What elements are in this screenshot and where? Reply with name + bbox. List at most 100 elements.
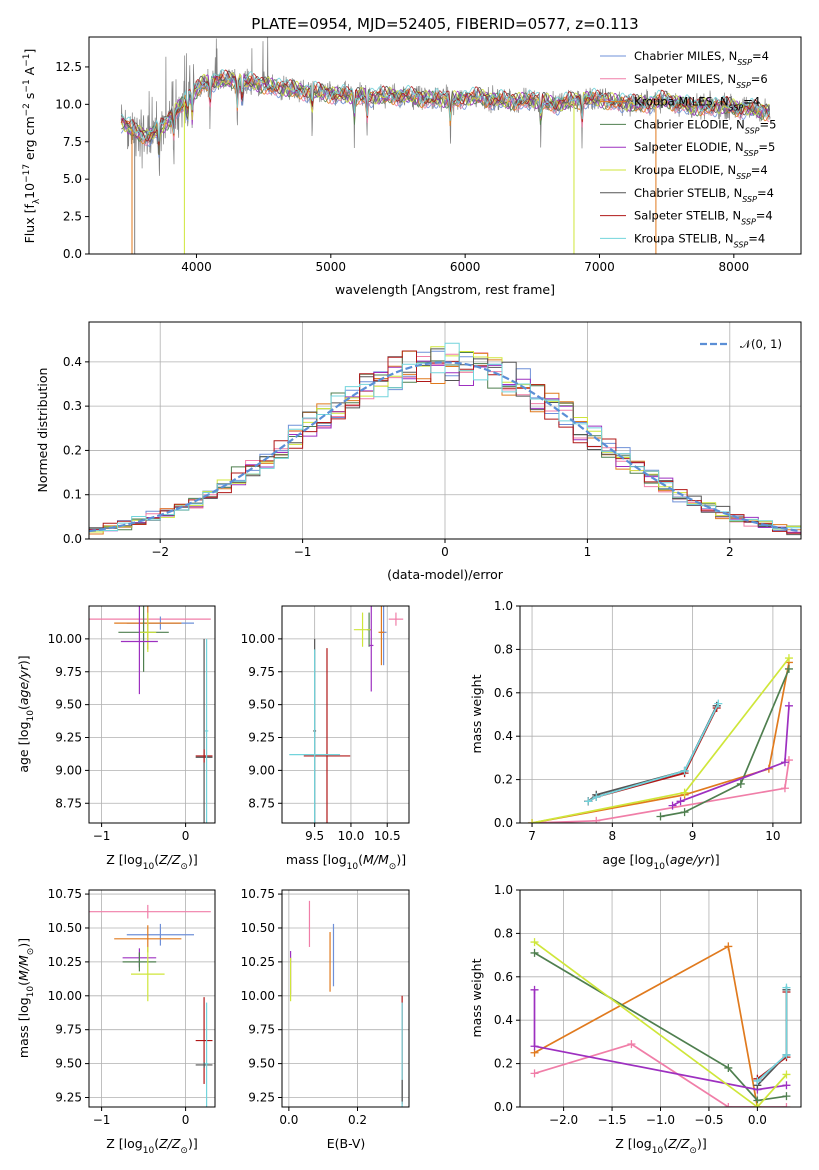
label-part: age [log — [16, 721, 31, 772]
weight-line — [587, 705, 718, 802]
x-tick-label: 10.5 — [374, 829, 401, 843]
legend-sub: SSP — [745, 126, 760, 135]
label-part: Z [log — [615, 1136, 651, 1151]
legend-sub: SSP — [742, 194, 757, 203]
label-part: −2 — [22, 103, 32, 116]
weight-series-elodie_chabrier — [656, 664, 793, 821]
y-tick-label: 0.2 — [494, 1057, 513, 1071]
label-part: 10 — [143, 1146, 155, 1156]
y-tick-label: 10.25 — [241, 955, 275, 969]
chart-title: PLATE=0954, MJD=52405, FIBERID=0577, z=0… — [251, 15, 638, 33]
label-part: 10 — [26, 986, 36, 998]
legend-text: =4 — [743, 95, 760, 109]
axes-frame — [519, 889, 802, 1108]
y-tick-label: 9.75 — [248, 665, 275, 679]
x-tick-label: −1 — [93, 1113, 111, 1127]
y-tick-label: 8.75 — [248, 796, 275, 810]
label-part: )] — [16, 938, 31, 948]
weight-series-elodie_salpeter — [668, 701, 793, 810]
y-tick-label: 10.25 — [48, 955, 82, 969]
y-tick-label: 0.4 — [494, 729, 513, 743]
axes-frame — [88, 889, 216, 1108]
weight-line — [756, 989, 788, 1086]
y-tick-label: 9.25 — [248, 1091, 275, 1105]
label-part: age [log — [602, 852, 653, 867]
label-part: ⊙ — [389, 862, 397, 872]
y-axis-label: mass [log10(M/M⊙)] — [16, 938, 36, 1058]
error-bar-stelib_chabrier — [195, 1062, 213, 1068]
weight-point — [592, 816, 601, 823]
weight-point — [736, 779, 745, 788]
y-tick-label: 9.50 — [55, 698, 82, 712]
label-part: ⊙ — [180, 862, 188, 872]
label-part: s — [22, 93, 37, 104]
model-spectrum-elodie_salpeter — [120, 73, 770, 155]
x-tick-label: 10.0 — [338, 829, 365, 843]
weight-series-miles_salpeter — [528, 756, 793, 823]
weight-series-elodie_kroupa — [528, 654, 793, 823]
y-tick-label: 10.00 — [241, 632, 275, 646]
label-part: Z [log — [106, 1136, 142, 1151]
error-bar-miles_chabrier — [126, 923, 194, 946]
y-tick-label: 9.00 — [248, 763, 275, 777]
label-part: ⊙ — [26, 948, 36, 956]
x-axis-label: Z [log10(Z/Z⊙)] — [106, 852, 197, 872]
y-tick-label: 10.0 — [55, 97, 82, 111]
y-tick-label: 0.8 — [494, 642, 513, 656]
y-tick-label: 10.00 — [48, 989, 82, 1003]
weight-line — [531, 657, 790, 823]
y-tick-label: 0.1 — [63, 488, 82, 502]
y-tick-label: 9.25 — [248, 731, 275, 745]
legend-label: Salpeter ELODIE, NSSP=5 — [634, 140, 775, 158]
x-tick-label: 7 — [528, 829, 536, 843]
y-tick-label: 9.75 — [55, 665, 82, 679]
error-bar-stelib_salpeter — [303, 648, 351, 823]
weight-point — [530, 1042, 539, 1051]
label-part: )] — [188, 1136, 198, 1151]
y-axis-label: mass weight — [469, 674, 484, 753]
model-spectrum-stelib_kroupa — [121, 69, 770, 142]
label-part: ⊙ — [180, 1146, 188, 1156]
weight-point — [753, 1076, 762, 1085]
weight-point — [782, 1070, 791, 1079]
y-tick-label: 10.00 — [241, 989, 275, 1003]
label-part: ( — [16, 705, 31, 710]
legend-text: Chabrier ELODIE, N — [634, 117, 745, 131]
legend-text: Kroupa STELIB, N — [634, 231, 734, 245]
weight-point — [680, 788, 689, 797]
error-bar-elodie_kroupa — [139, 612, 157, 653]
legend-sub: SSP — [734, 240, 749, 249]
model-spectrum-stelib_salpeter — [120, 69, 770, 146]
weight-series-elodie_kroupa — [530, 938, 791, 1107]
legend-text: =4 — [751, 163, 768, 177]
weight-point — [530, 1069, 539, 1078]
error-bar-stelib_kroupa — [289, 649, 341, 823]
weight-line — [756, 992, 788, 1080]
x-tick-label: 9 — [689, 829, 697, 843]
y-axis-label: age [log10(age/yr)] — [16, 655, 36, 772]
x-tick-label: −1.5 — [597, 1113, 626, 1127]
legend-label: Salpeter MILES, NSSP=6 — [634, 72, 768, 90]
weight-point — [782, 983, 791, 992]
weight-point — [784, 701, 793, 710]
weight-point — [584, 797, 593, 806]
label-part: −1 — [22, 79, 32, 92]
legend-sub: SSP — [741, 217, 756, 226]
error-bar-miles_kroupa — [378, 606, 385, 666]
label-part: Z/Z — [158, 852, 181, 867]
error-bar-miles_salpeter — [89, 904, 211, 919]
weight-point — [528, 819, 537, 823]
y-tick-label: 0.3 — [63, 399, 82, 413]
y-tick-label: 10.75 — [241, 887, 275, 901]
label-part: age/yr — [16, 664, 31, 705]
mass-vs-extinction: 0.0 0.2 9.25 9.50 9.75 10.00 10.25 10.50 10.75 E(… — [241, 887, 410, 1151]
legend-label: Kroupa MILES, NSSP=4 — [634, 95, 760, 113]
legend-text: Salpeter ELODIE, N — [634, 140, 744, 154]
plot-area — [120, 37, 771, 254]
plot-area — [289, 606, 404, 823]
error-bar-elodie_salpeter — [369, 606, 374, 692]
error-bar-elodie_salpeter — [120, 606, 158, 695]
weight-series-miles_kroupa — [528, 658, 793, 823]
